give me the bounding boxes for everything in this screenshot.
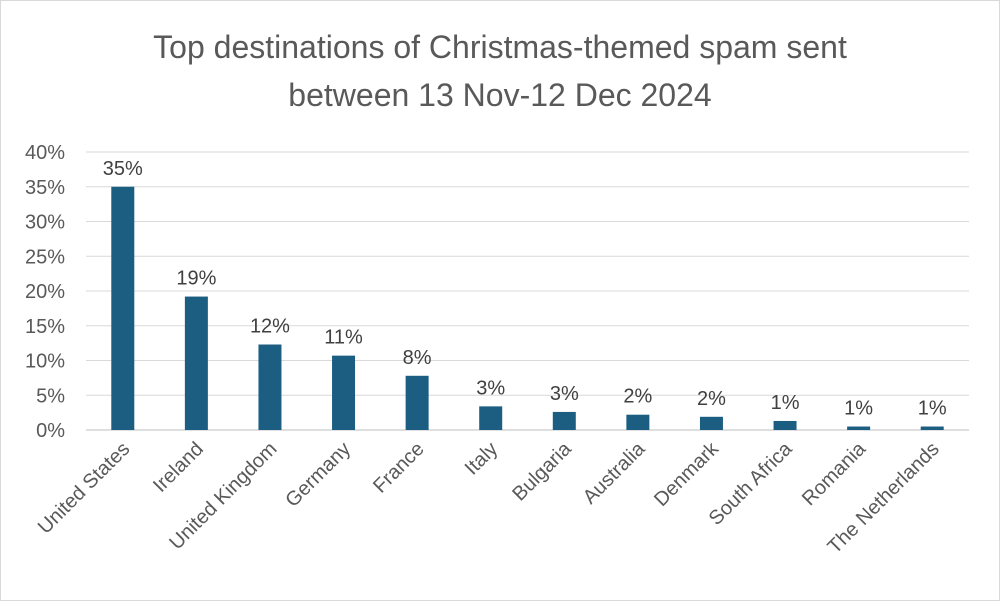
data-label: 12% <box>250 316 290 338</box>
bar <box>920 426 944 430</box>
data-label: 1% <box>918 398 947 420</box>
bar <box>479 406 503 430</box>
x-tick-label: Australia <box>579 437 650 508</box>
chart-title-line-2: between 13 Nov-12 Dec 2024 <box>288 77 712 113</box>
y-tick-label: 15% <box>25 316 65 338</box>
bar <box>111 186 135 430</box>
bar <box>847 426 871 430</box>
x-tick-label: Italy <box>461 438 502 479</box>
data-label: 11% <box>324 327 363 349</box>
gridlines <box>86 151 969 431</box>
bar <box>332 355 356 430</box>
data-label: 3% <box>476 377 505 399</box>
x-tick-label: France <box>369 438 429 498</box>
data-label: 19% <box>176 268 216 290</box>
data-label: 8% <box>403 347 432 369</box>
data-label: 1% <box>771 392 800 414</box>
bars <box>111 186 944 430</box>
x-tick-label: Romania <box>798 437 871 510</box>
data-label: 1% <box>844 398 873 420</box>
x-tick-label: Denmark <box>650 437 724 511</box>
data-label: 2% <box>623 386 652 408</box>
bar <box>258 344 282 430</box>
x-tick-label: Germany <box>281 438 355 512</box>
chart-title-line-1: Top destinations of Christmas-themed spa… <box>153 29 847 65</box>
bar <box>626 414 650 430</box>
y-tick-label: 5% <box>36 385 65 407</box>
x-tick-label: United States <box>34 438 134 538</box>
y-tick-label: 40% <box>25 142 65 164</box>
y-tick-label: 10% <box>25 351 65 373</box>
y-axis-ticks: 0% 5% 10% 15% 20% 25% 30% 35% 40% <box>25 142 65 442</box>
y-tick-label: 0% <box>36 420 65 442</box>
x-tick-label: Bulgaria <box>508 437 576 505</box>
y-tick-label: 35% <box>25 177 65 199</box>
y-tick-label: 30% <box>25 212 65 234</box>
data-labels: 35% 19% 12% 11% 8% 3% 3% 2% 2% 1% 1% 1% <box>103 158 947 420</box>
data-label: 2% <box>697 388 726 410</box>
data-label: 3% <box>550 383 579 405</box>
bar <box>405 375 429 430</box>
bar <box>699 416 723 430</box>
y-tick-label: 20% <box>25 281 65 303</box>
bar <box>552 411 576 430</box>
bar <box>184 296 208 430</box>
data-label: 35% <box>103 158 143 180</box>
x-tick-label: Ireland <box>149 438 208 497</box>
chart-title: Top destinations of Christmas-themed spa… <box>1 23 999 119</box>
y-tick-label: 25% <box>25 246 65 268</box>
bar <box>773 420 797 430</box>
